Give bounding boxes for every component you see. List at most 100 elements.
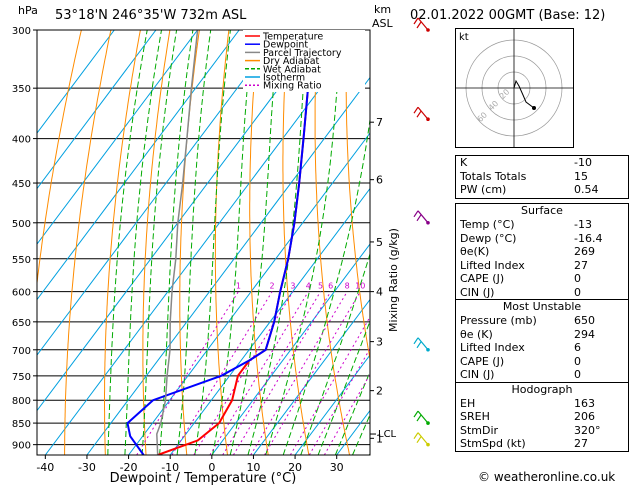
- row-label: Lifted Index: [460, 341, 525, 354]
- row-label: θe (K): [460, 327, 493, 341]
- wet-adiabat: [334, 370, 370, 455]
- row-value: 0: [574, 368, 581, 381]
- km-tick-label: 5: [376, 236, 383, 249]
- isotherm: [37, 30, 157, 190]
- wet-adiabat: [141, 30, 178, 455]
- km-label: km: [374, 3, 391, 16]
- km-tick-label: 1: [376, 432, 383, 445]
- row-value: 27: [574, 437, 588, 450]
- km-tick-label: 3: [376, 336, 383, 349]
- mixing-ratio-label: 1: [236, 282, 241, 291]
- lcl-label: LCL: [378, 429, 397, 440]
- section-title: Surface: [521, 204, 563, 217]
- mixing-ratio-line: [323, 373, 370, 455]
- wet-adiabat: [124, 30, 162, 455]
- y-tick-label: 550: [12, 255, 31, 266]
- isotherm: [294, 354, 370, 455]
- asl-label: ASL: [372, 17, 394, 30]
- legend-label: Isotherm: [263, 73, 305, 84]
- isotherm: [37, 30, 282, 356]
- table-row: StmSpd (kt) 27: [456, 437, 628, 451]
- table-row: Pressure (mb) 650: [456, 314, 628, 328]
- series-parcel-trajectory: [156, 30, 199, 455]
- x-tick-label: -20: [120, 461, 138, 474]
- row-label: StmSpd (kt): [460, 437, 526, 450]
- mixing-ratio-label: 5: [318, 282, 323, 291]
- row-label: Lifted Index: [460, 258, 525, 272]
- mixing-ratio-line: [232, 291, 332, 455]
- x-tick-label: 0: [208, 461, 215, 474]
- table-row: SREH 206: [456, 410, 628, 424]
- wet-adiabat: [212, 30, 254, 455]
- table-row: Dewp (°C) -16.4: [456, 232, 628, 246]
- legend-label: Temperature: [262, 32, 323, 43]
- dry-adiabat: [64, 30, 112, 455]
- dry-adiabat: [249, 30, 269, 455]
- mixing-ratio-label: 6: [328, 282, 333, 291]
- dry-adiabat: [37, 30, 82, 287]
- legend-label: Dry Adiabat: [263, 56, 320, 67]
- hodo-ring-label: 20: [498, 87, 512, 101]
- wind-barb: [413, 337, 430, 352]
- table-row: EH 163: [456, 397, 628, 411]
- table-row: CIN (J) 0: [456, 368, 628, 382]
- wind-barb: [413, 17, 430, 32]
- x-tick-label: 30: [330, 461, 344, 474]
- y-tick-label: 400: [12, 135, 31, 146]
- row-label: CIN (J): [460, 285, 495, 299]
- row-label: θe(K): [460, 245, 490, 258]
- y-tick-label: 300: [12, 26, 31, 37]
- row-label: PW (cm): [460, 183, 507, 196]
- km-tick-label: 6: [376, 174, 383, 187]
- legend-label: Parcel Trajectory: [263, 48, 342, 59]
- mixing-ratio-line: [136, 291, 239, 455]
- mixing-ratio-line: [250, 291, 348, 455]
- isotherm: [86, 76, 370, 455]
- isotherm: [169, 187, 370, 455]
- row-value: 6: [574, 341, 581, 354]
- x-tick-label: 20: [288, 461, 302, 474]
- row-label: CAPE (J): [460, 272, 505, 285]
- legend-label: Mixing Ratio: [263, 81, 322, 92]
- row-value: 269: [574, 245, 595, 258]
- y-tick-label: 500: [12, 219, 31, 230]
- mixing-ratio-label: 25: [412, 282, 422, 291]
- section-title: Most Unstable: [456, 299, 628, 314]
- wind-barb: [413, 210, 430, 225]
- dry-adiabat: [179, 30, 200, 455]
- isotherm: [37, 30, 323, 412]
- isotherm: [44, 30, 365, 455]
- row-label: Pressure (mb): [460, 314, 537, 327]
- y-tick-label: 450: [12, 179, 31, 190]
- dry-adiabat: [104, 30, 141, 455]
- row-label: SREH: [460, 410, 490, 423]
- storm-motion-marker: [532, 106, 536, 110]
- legend-box: [243, 30, 365, 92]
- units-label: hPa: [18, 4, 38, 17]
- row-value: 650: [574, 314, 595, 327]
- table-row: CAPE (J) 0: [456, 355, 628, 369]
- isotherm: [37, 30, 198, 245]
- x-tick-label: -40: [36, 461, 54, 474]
- table-row: K -10: [456, 156, 628, 170]
- dry-adiabat: [282, 30, 310, 455]
- table-row: CAPE (J) 0: [456, 272, 628, 286]
- row-label: CAPE (J): [460, 354, 505, 368]
- mixing-ratio-line: [264, 291, 361, 455]
- x-axis-title: Dewpoint / Temperature (°C): [110, 471, 297, 486]
- surface-table: Surface Temp (°C) -13 Dewp (°C) -16.4 θe(K) 26…: [455, 203, 629, 452]
- mixing-ratio-label: 4: [306, 282, 311, 291]
- km-tick-label: 7: [376, 116, 383, 129]
- mixing-ratio-label: 10: [355, 282, 365, 291]
- x-tick-label: 10: [246, 461, 260, 474]
- wet-adiabat: [265, 30, 342, 455]
- km-tick-label: 2: [376, 385, 383, 398]
- row-label: CIN (J): [460, 368, 495, 381]
- table-row: PW (cm) 0.54: [456, 183, 628, 197]
- wind-barb: [413, 106, 430, 122]
- row-value: 294: [574, 327, 595, 341]
- wind-barb: [413, 432, 430, 447]
- indices-table: K -10 Totals Totals 15 PW (cm) 0.54: [455, 155, 629, 199]
